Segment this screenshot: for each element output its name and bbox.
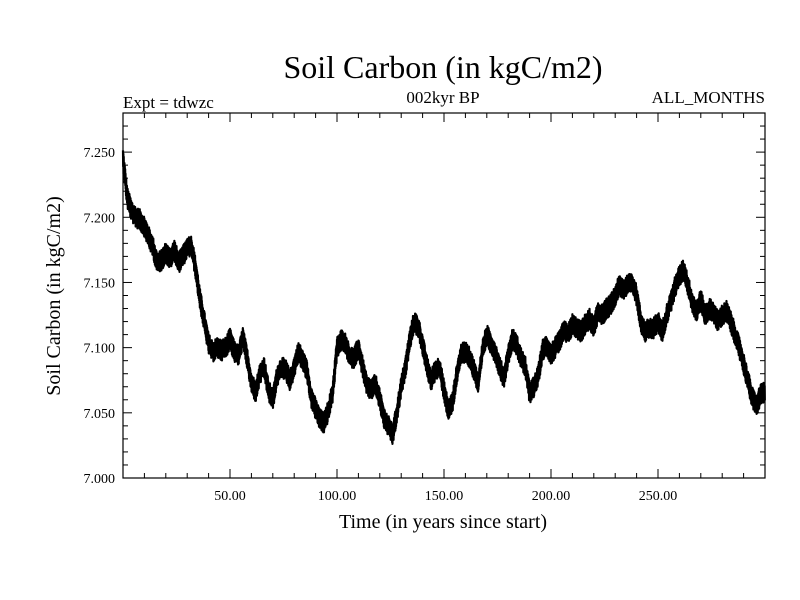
series-line-soil-carbon <box>121 150 766 445</box>
y-tick-label: 7.200 <box>84 211 116 226</box>
y-tick-label: 7.050 <box>84 407 116 422</box>
x-axis-label: Time (in years since start) <box>339 511 547 533</box>
y-tick-label: 7.250 <box>84 146 116 161</box>
period-label: 002kyr BP <box>406 88 479 107</box>
x-tick-label: 150.00 <box>425 489 464 504</box>
x-tick-label: 50.00 <box>214 489 246 504</box>
plot-frame <box>122 112 766 479</box>
x-tick-label: 100.00 <box>318 489 357 504</box>
y-tick-label: 7.100 <box>84 342 116 357</box>
y-axis-label: Soil Carbon (in kgC/m2) <box>43 196 65 395</box>
tick-labels: 50.00 100.00 150.00 200.00 250.00 7.000 7.050 7… <box>84 146 678 504</box>
chart-title: Soil Carbon (in kgC/m2) <box>283 49 602 85</box>
x-tick-label: 250.00 <box>639 489 678 504</box>
y-tick-label: 7.150 <box>84 276 116 291</box>
x-tick-label: 200.00 <box>532 489 571 504</box>
y-tick-label: 7.000 <box>84 472 116 487</box>
experiment-label: Expt = tdwzc <box>123 93 214 112</box>
axis-ticks <box>123 113 765 478</box>
months-label: ALL_MONTHS <box>652 88 765 107</box>
